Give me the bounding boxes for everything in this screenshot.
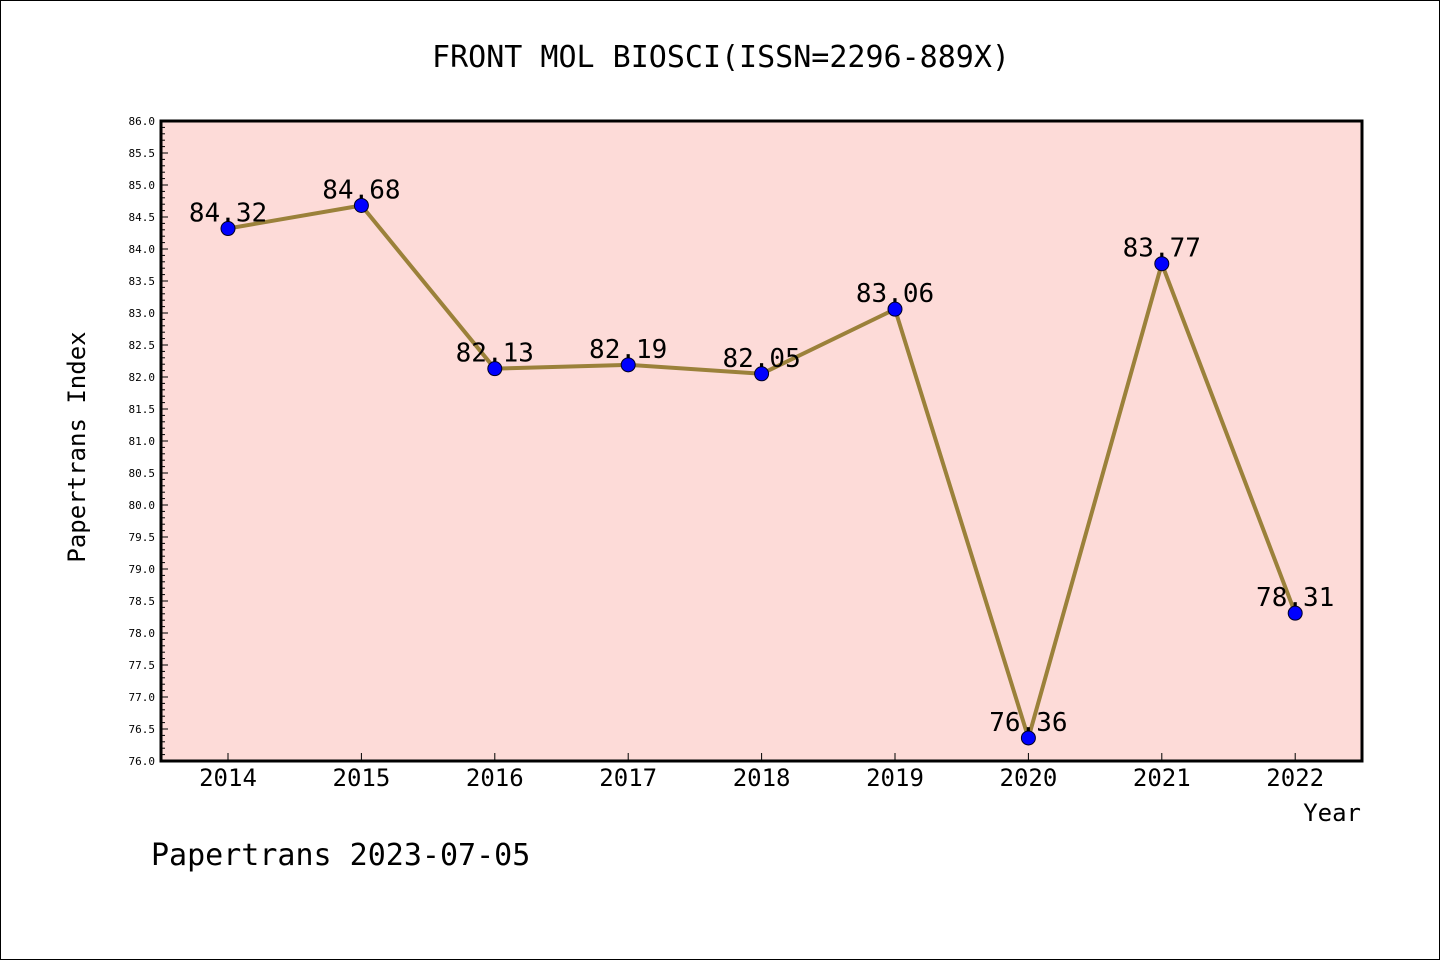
data-point	[220, 221, 236, 237]
y-axis: 76.0 76.5 77.0 77.5 78.0 78.5 79.0 79.5 80.0 80.5…	[129, 115, 168, 768]
x-tick-label: 2017	[599, 764, 657, 792]
data-label: 76.36	[989, 708, 1067, 738]
chart-title: FRONT MOL BIOSCI(ISSN=2296-889X)	[432, 40, 1010, 75]
y-tick-label: 85.0	[129, 179, 156, 192]
data-point	[1154, 256, 1170, 272]
x-tick-label: 2022	[1266, 764, 1324, 792]
data-point	[887, 301, 903, 317]
x-tick-label: 2014	[199, 764, 257, 792]
data-point	[620, 357, 636, 373]
data-label: 83.06	[856, 279, 934, 309]
data-point	[487, 361, 503, 377]
y-tick-label: 76.5	[129, 723, 156, 736]
y-tick-label: 85.5	[129, 147, 156, 160]
x-tick-label: 2016	[466, 764, 524, 792]
y-tick-label: 78.5	[129, 595, 156, 608]
data-label: 84.68	[322, 175, 400, 205]
data-label: 78.31	[1256, 583, 1334, 613]
x-tick-label: 2021	[1133, 764, 1191, 792]
x-axis: 2014 2015 2016 2017 2018 2019 2020 2021 2022	[199, 753, 1324, 792]
y-tick-label: 83.5	[129, 275, 156, 288]
data-point	[1020, 730, 1036, 746]
data-point	[1287, 605, 1303, 621]
footer-text: Papertrans 2023-07-05	[151, 838, 530, 873]
x-tick-label: 2020	[1000, 764, 1058, 792]
data-label: 82.13	[456, 339, 534, 369]
x-tick-label: 2018	[733, 764, 791, 792]
y-tick-label: 76.0	[129, 755, 156, 768]
y-tick-label: 81.5	[129, 403, 156, 416]
x-tick-label: 2019	[866, 764, 924, 792]
data-label: 84.32	[189, 199, 267, 229]
y-axis-title: Papertrans Index	[63, 331, 91, 562]
y-tick-label: 83.0	[129, 307, 156, 320]
plot-area	[159, 119, 1364, 763]
y-tick-label: 79.5	[129, 531, 156, 544]
data-label: 83.77	[1123, 234, 1201, 264]
series-layer: 84.32 84.68 82.13 82.19 82.05 83.06 76.36 83.77…	[189, 175, 1334, 746]
data-label: 82.19	[589, 335, 667, 365]
x-tick-label: 2015	[333, 764, 391, 792]
data-label: 82.05	[722, 344, 800, 374]
y-tick-label: 79.0	[129, 563, 156, 576]
data-point	[754, 366, 770, 382]
x-axis-title: Year	[1303, 799, 1361, 827]
y-tick-label: 77.0	[129, 691, 156, 704]
y-tick-label: 80.5	[129, 467, 156, 480]
y-tick-label: 78.0	[129, 627, 156, 640]
data-point	[353, 197, 369, 213]
y-tick-label: 82.0	[129, 371, 156, 384]
y-tick-label: 77.5	[129, 659, 156, 672]
y-tick-label: 86.0	[129, 115, 156, 128]
y-tick-label: 84.0	[129, 243, 156, 256]
y-tick-label: 81.0	[129, 435, 156, 448]
y-tick-label: 84.5	[129, 211, 156, 224]
y-tick-label: 82.5	[129, 339, 156, 352]
y-tick-label: 80.0	[129, 499, 156, 512]
